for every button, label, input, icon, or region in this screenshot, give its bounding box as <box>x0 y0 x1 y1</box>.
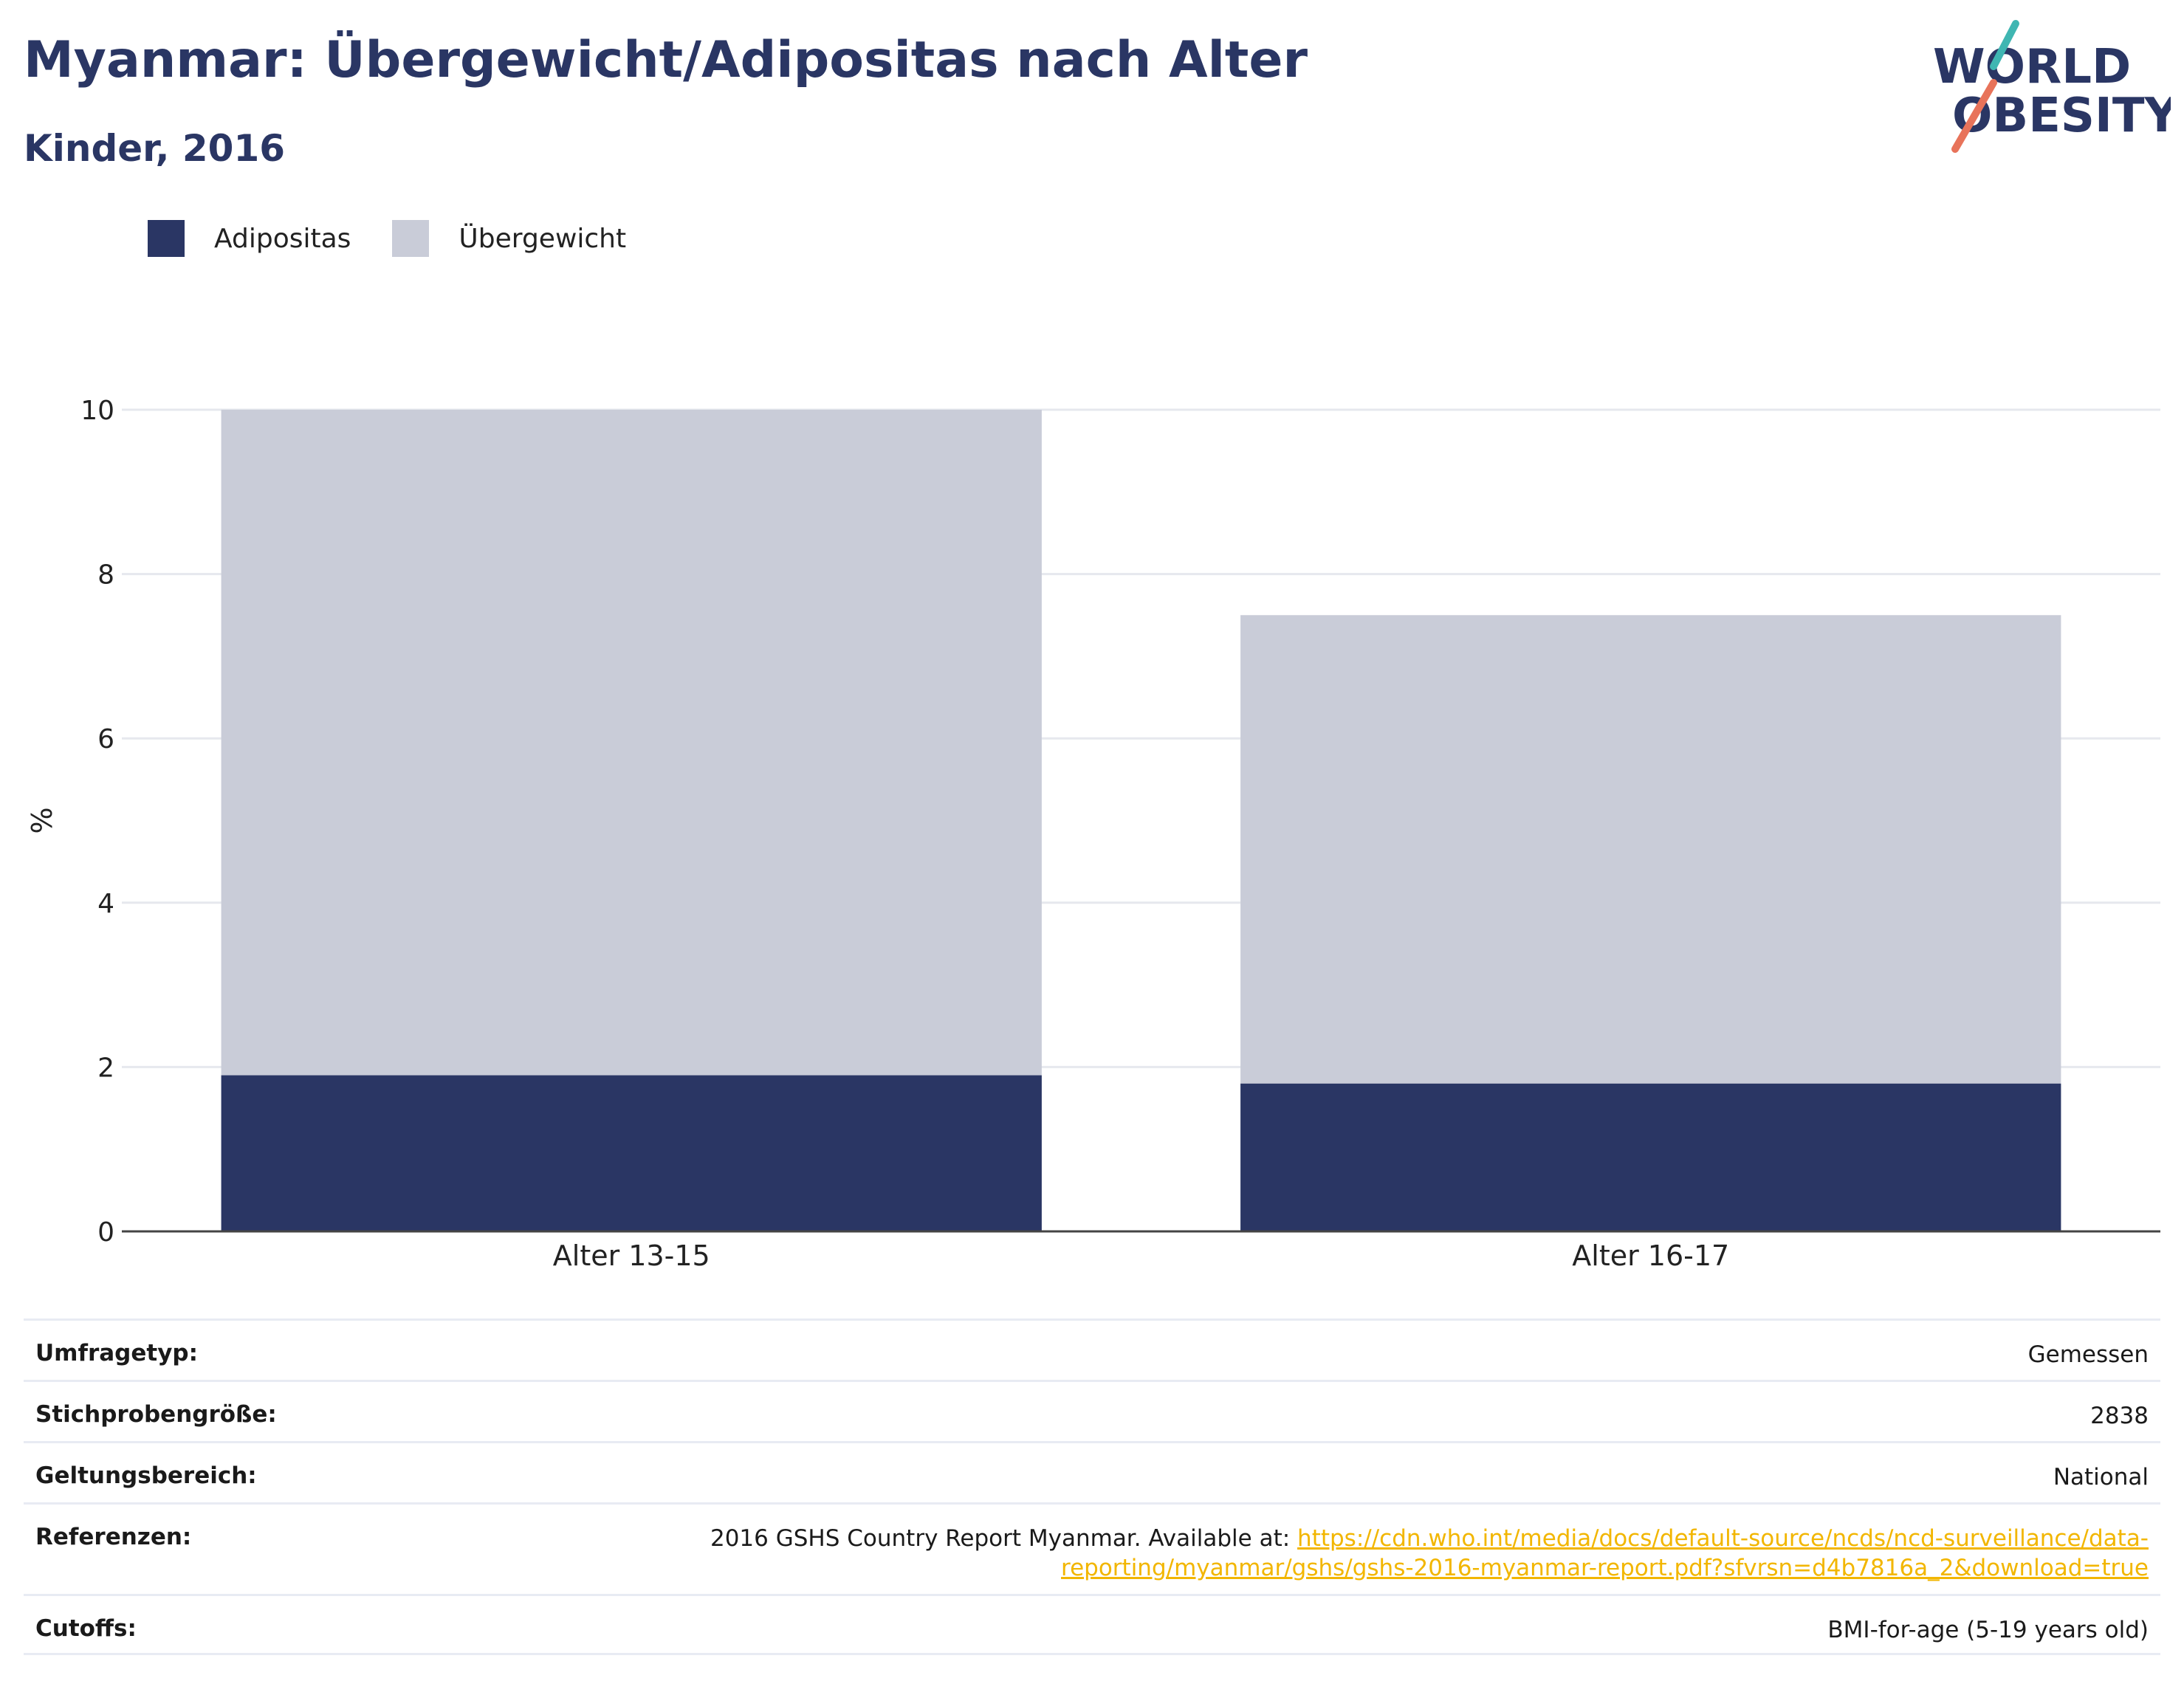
meta-label-cutoffs: Cutoffs: <box>35 1615 137 1642</box>
x-tick-label-1: Alter 16-17 <box>1572 1240 1729 1272</box>
meta-row-coverage: Geltungsbereich: National <box>24 1441 2160 1502</box>
y-tick-label-4: 4 <box>97 889 114 919</box>
y-tick-label-2: 2 <box>97 1053 114 1083</box>
meta-row-survey-type: Umfragetyp: Gemessen <box>24 1318 2160 1380</box>
metadata-table: Umfragetyp: Gemessen Stichprobengröße: 2… <box>24 1318 2160 1655</box>
meta-value-references: 2016 GSHS Country Report Myanmar. Availa… <box>710 1524 2149 1583</box>
reference-link-line1[interactable]: https://cdn.who.int/media/docs/default-s… <box>1297 1525 2149 1552</box>
bar-chart: 0 2 4 6 8 10% Alter 13-15 Alter 16-17 <box>26 396 2160 1272</box>
meta-label-references: Referenzen: <box>35 1524 192 1550</box>
legend-swatch-uebergewicht <box>392 220 430 257</box>
meta-label-sample-size: Stichprobengröße: <box>35 1401 277 1428</box>
y-tick-label-8: 8 <box>97 560 114 591</box>
bar-uebergewicht-1 <box>1240 615 2061 1084</box>
legend-label-uebergewicht: Übergewicht <box>459 223 627 254</box>
meta-value-coverage: National <box>2053 1464 2149 1491</box>
legend-item-uebergewicht[interactable]: Übergewicht <box>392 220 626 257</box>
logo-slash-top <box>1990 20 2019 70</box>
meta-label-survey-type: Umfragetyp: <box>35 1340 198 1366</box>
meta-row-references: Referenzen: 2016 GSHS Country Report Mya… <box>24 1502 2160 1594</box>
meta-value-cutoffs: BMI-for-age (5-19 years old) <box>1827 1617 2149 1643</box>
bar-adipositas-0 <box>221 1075 1042 1231</box>
legend-label-adipositas: Adipositas <box>214 223 351 254</box>
chart-legend: Adipositas Übergewicht <box>148 219 667 258</box>
bar-adipositas-1 <box>1240 1083 2061 1231</box>
logo-slash-bottom <box>1951 79 1997 153</box>
world-obesity-logo: WORLD OBESITY <box>1933 20 2171 153</box>
page-subtitle: Kinder, 2016 <box>24 127 286 170</box>
meta-value-survey-type: Gemessen <box>2027 1341 2149 1368</box>
y-axis-label: % <box>26 807 58 833</box>
page-title: Myanmar: Übergewicht/Adipositas nach Alt… <box>24 31 1308 89</box>
y-tick-label-6: 6 <box>97 724 114 754</box>
x-tick-label-0: Alter 13-15 <box>553 1240 710 1272</box>
legend-swatch-adipositas <box>148 220 185 257</box>
y-tick-label-0: 0 <box>97 1217 114 1248</box>
reference-link-line2[interactable]: reporting/myanmar/gshs/gshs-2016-myanmar… <box>1061 1555 2149 1581</box>
meta-value-sample-size: 2838 <box>2090 1403 2149 1429</box>
meta-row-sample-size: Stichprobengröße: 2838 <box>24 1380 2160 1441</box>
meta-row-cutoffs: Cutoffs: BMI-for-age (5-19 years old) <box>24 1594 2160 1655</box>
reference-text: 2016 GSHS Country Report Myanmar. Availa… <box>710 1525 1298 1552</box>
logo-text-world: WORLD <box>1933 40 2131 94</box>
meta-label-coverage: Geltungsbereich: <box>35 1462 257 1489</box>
legend-item-adipositas[interactable]: Adipositas <box>148 220 351 257</box>
bar-uebergewicht-0 <box>221 410 1042 1076</box>
y-tick-label-10: 10 <box>80 396 114 426</box>
